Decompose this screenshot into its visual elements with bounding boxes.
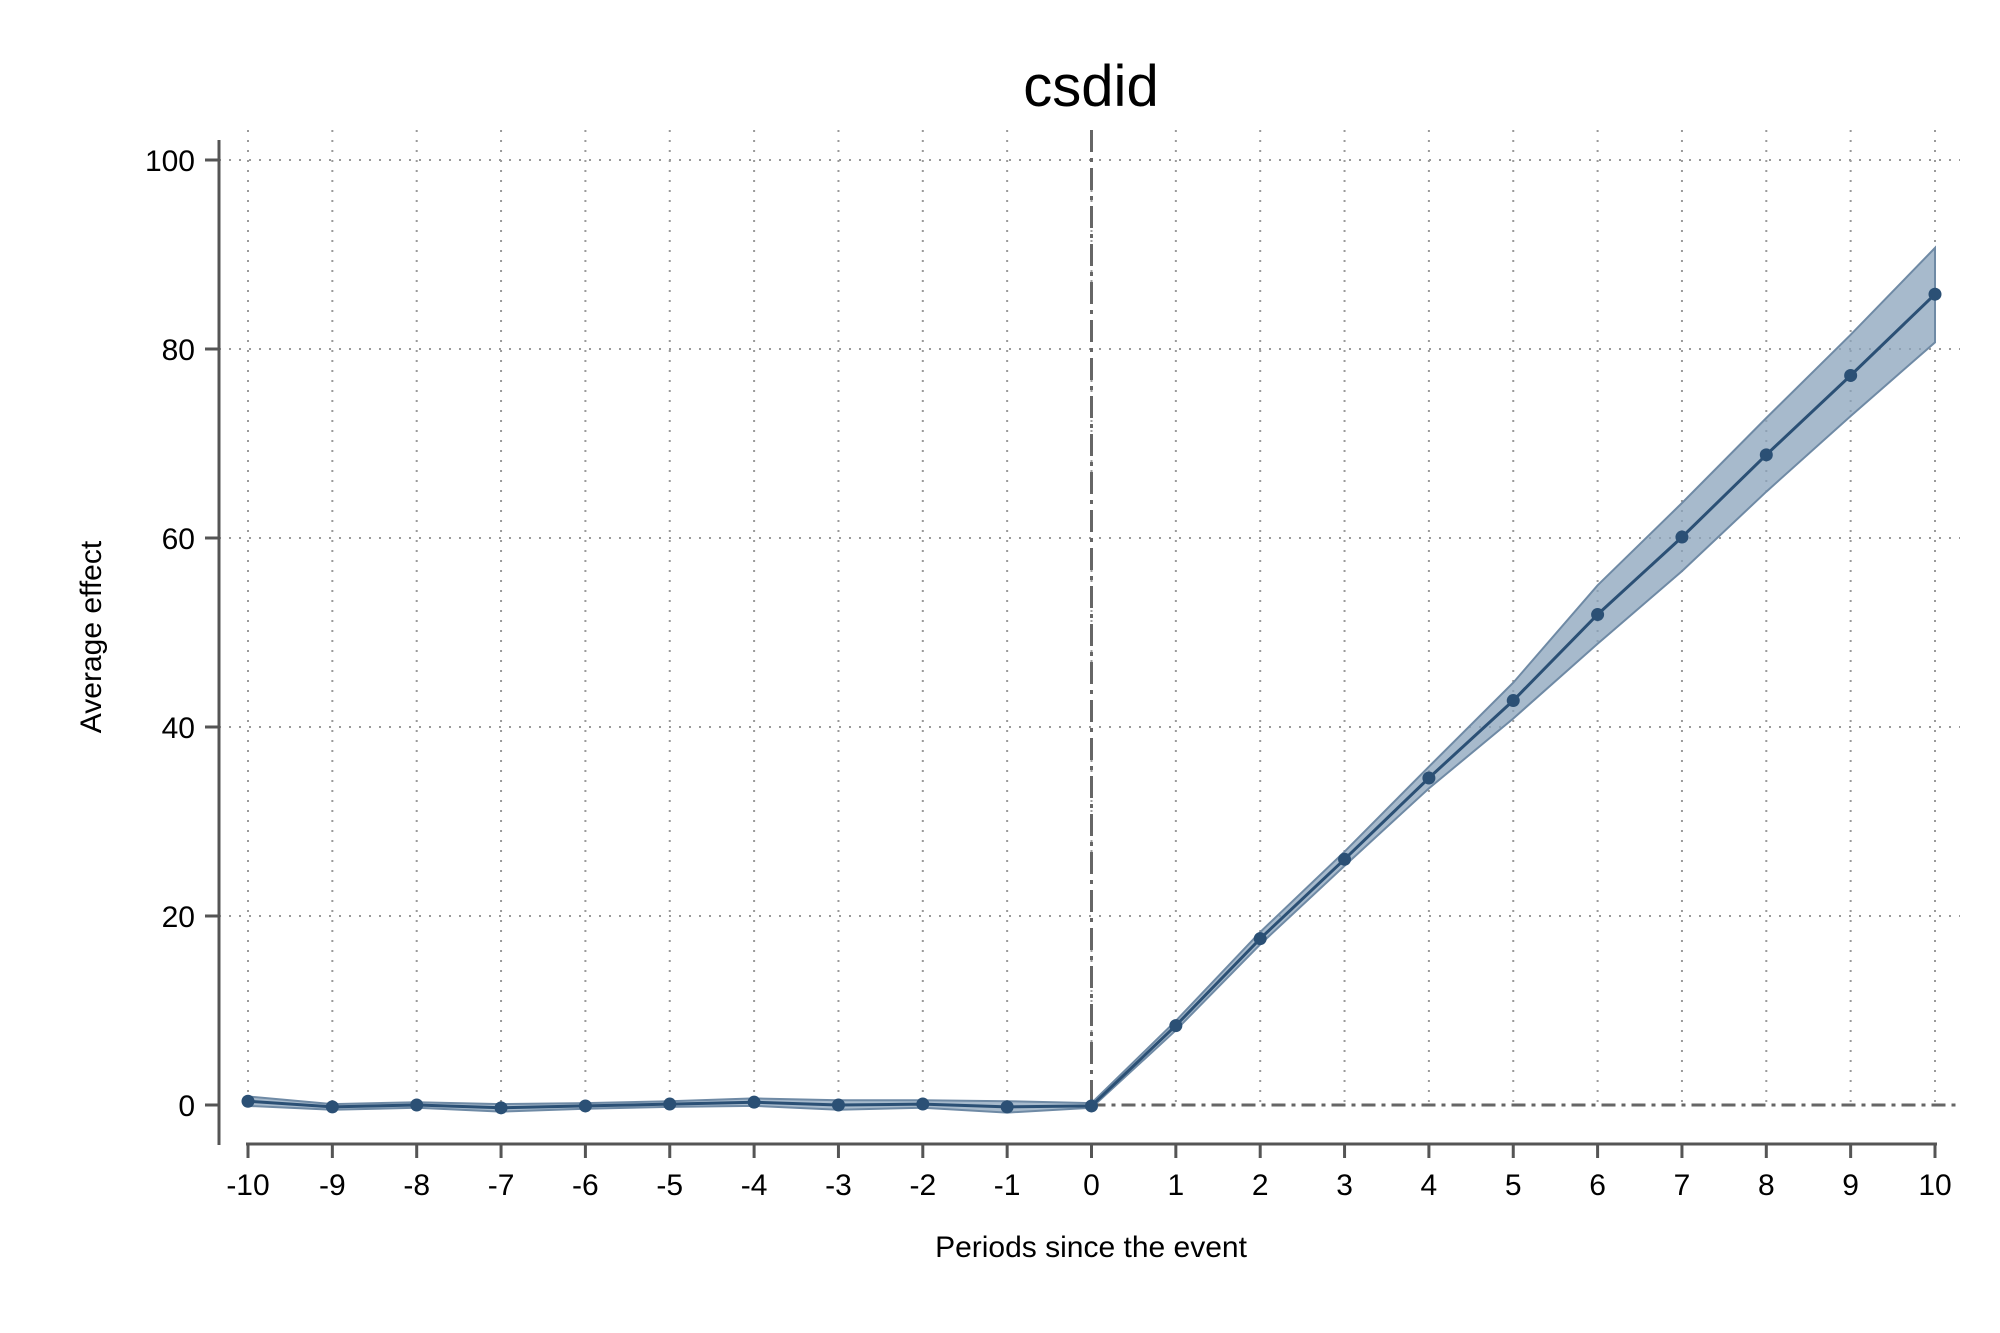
x-tick-label: -5 bbox=[656, 1169, 683, 1202]
data-point bbox=[1759, 448, 1773, 462]
y-tick-label: 60 bbox=[162, 523, 195, 556]
x-tick-label: 9 bbox=[1842, 1169, 1859, 1202]
data-point bbox=[1169, 1019, 1183, 1033]
x-tick-label: -6 bbox=[572, 1169, 599, 1202]
y-tick-label: 100 bbox=[145, 145, 195, 178]
x-tick-label: 6 bbox=[1589, 1169, 1606, 1202]
data-point bbox=[325, 1100, 339, 1114]
x-tick-label: 10 bbox=[1918, 1169, 1951, 1202]
x-tick-label: 7 bbox=[1674, 1169, 1691, 1202]
data-point bbox=[1338, 852, 1352, 866]
data-point bbox=[241, 1094, 255, 1108]
x-tick-label: -3 bbox=[825, 1169, 852, 1202]
data-point bbox=[1085, 1099, 1098, 1113]
y-tick-label: 0 bbox=[178, 1090, 195, 1123]
data-point bbox=[916, 1097, 930, 1111]
x-tick-label: -9 bbox=[319, 1169, 346, 1202]
x-tick-label: -2 bbox=[909, 1169, 936, 1202]
data-point bbox=[1000, 1100, 1014, 1114]
y-tick-label: 80 bbox=[162, 334, 195, 367]
y-tick-label: 20 bbox=[162, 901, 195, 934]
x-tick-label: 1 bbox=[1168, 1169, 1185, 1202]
data-point bbox=[1675, 530, 1689, 544]
y-tick-label: 40 bbox=[162, 712, 195, 745]
data-point bbox=[1591, 608, 1605, 622]
data-point bbox=[663, 1097, 677, 1111]
x-tick-label: -10 bbox=[226, 1169, 269, 1202]
data-point bbox=[831, 1098, 845, 1112]
x-tick-label: 8 bbox=[1758, 1169, 1775, 1202]
x-axis-label: Periods since the event bbox=[935, 1231, 1248, 1264]
reference-lines bbox=[1090, 130, 1960, 1111]
x-tick-label: 0 bbox=[1083, 1169, 1100, 1202]
x-tick-label: -8 bbox=[403, 1169, 430, 1202]
data-point bbox=[1506, 694, 1520, 708]
y-axis-label: Average effect bbox=[75, 540, 108, 733]
data-point bbox=[494, 1101, 508, 1115]
x-tick-label: 3 bbox=[1336, 1169, 1353, 1202]
data-point bbox=[1253, 932, 1267, 946]
x-tick-label: -4 bbox=[741, 1169, 768, 1202]
data-point bbox=[747, 1095, 761, 1109]
x-tick-label: 4 bbox=[1421, 1169, 1438, 1202]
data-point bbox=[1928, 287, 1942, 301]
data-point-layer bbox=[241, 287, 1942, 1115]
x-tick-label: 5 bbox=[1505, 1169, 1522, 1202]
data-point bbox=[578, 1099, 592, 1113]
data-point bbox=[1422, 771, 1436, 785]
x-tick-label: -1 bbox=[994, 1169, 1021, 1202]
chart-title: csdid bbox=[1023, 54, 1158, 119]
x-tick-label: -7 bbox=[488, 1169, 515, 1202]
data-point bbox=[1844, 368, 1858, 382]
x-tick-label: 2 bbox=[1252, 1169, 1269, 1202]
data-point bbox=[410, 1098, 424, 1112]
gridlines bbox=[219, 130, 1960, 1105]
